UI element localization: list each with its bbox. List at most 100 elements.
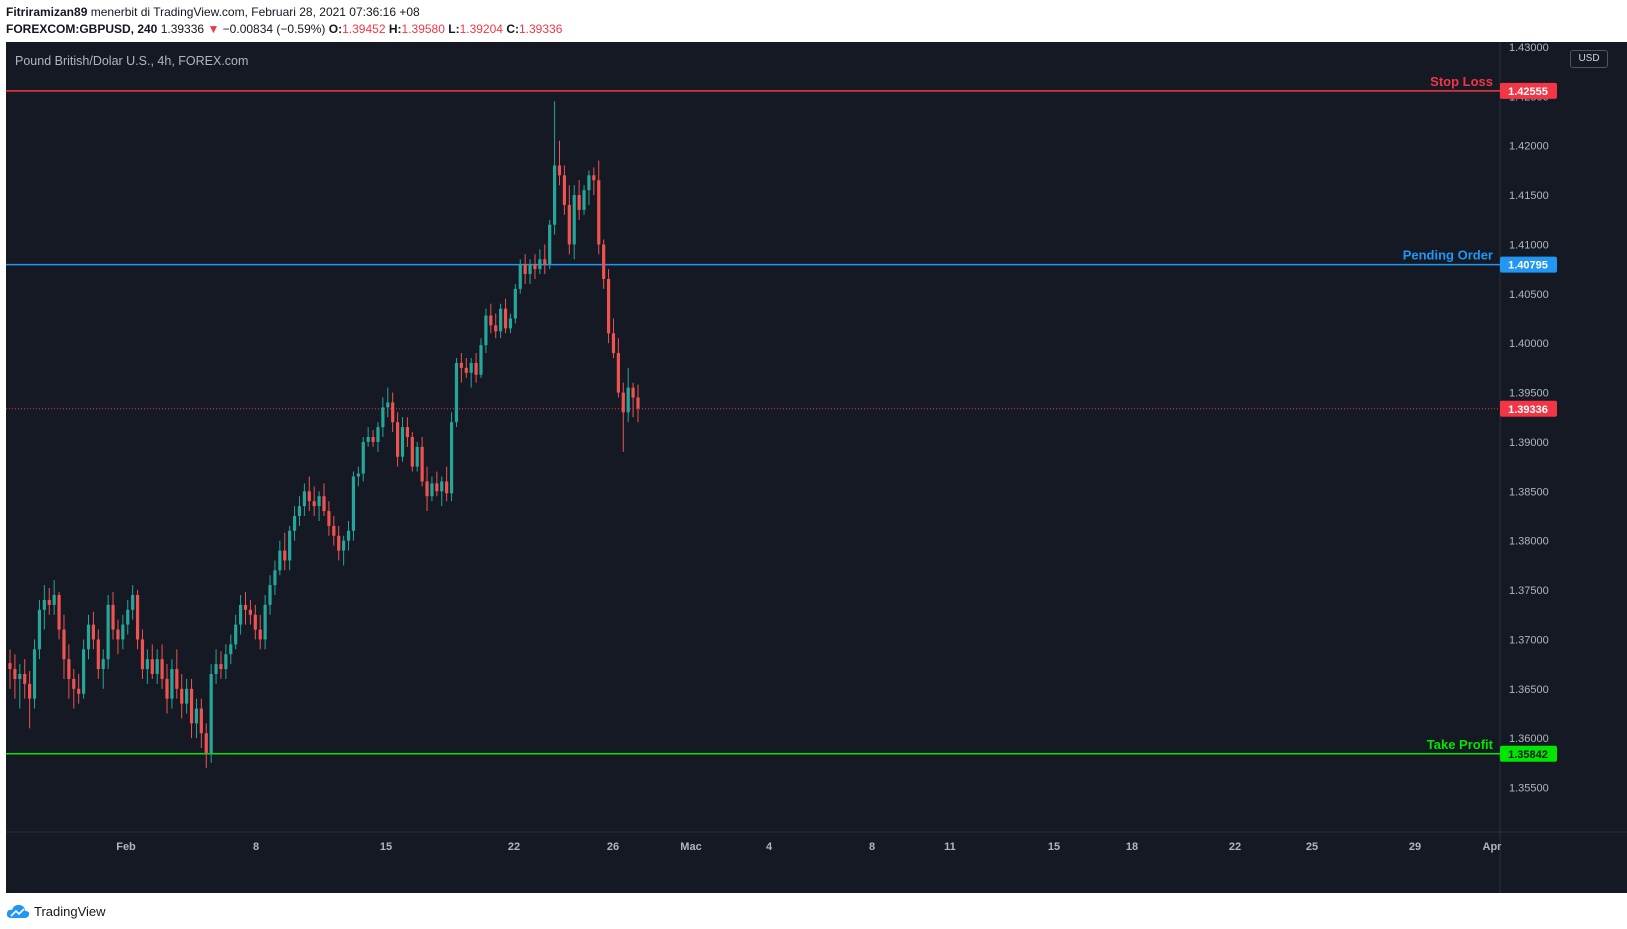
candle-body xyxy=(52,595,56,605)
tradingview-logo[interactable]: TradingView xyxy=(6,903,106,919)
candle-body xyxy=(415,446,419,467)
candle-body xyxy=(572,195,576,245)
y-tick-label: 1.39500 xyxy=(1509,388,1549,400)
author-name[interactable]: Fitriramizan89 xyxy=(6,5,88,19)
candle-body xyxy=(538,259,542,270)
candle-body xyxy=(258,629,262,640)
x-tick-label: 22 xyxy=(508,841,520,853)
x-tick-label: 26 xyxy=(607,841,619,853)
x-tick-label: 18 xyxy=(1126,841,1138,853)
candle-body xyxy=(459,362,463,368)
symbol-label: FOREXCOM:GBPUSD, 240 xyxy=(6,22,158,36)
candle-body xyxy=(292,516,297,531)
candle-body xyxy=(297,506,302,516)
brand-text: TradingView xyxy=(34,903,106,919)
x-tick-label: 29 xyxy=(1409,841,1421,853)
candle-body xyxy=(283,550,287,561)
candle-body xyxy=(552,165,557,225)
candle-body xyxy=(312,501,316,507)
candle-body xyxy=(327,511,331,526)
candle-body xyxy=(474,362,478,375)
last-price: 1.39336 xyxy=(160,22,205,36)
candle-body xyxy=(204,733,208,753)
candle-body xyxy=(253,614,257,630)
candle-body xyxy=(189,688,194,724)
chart-frame[interactable]: 1.430001.425001.420001.415001.410001.405… xyxy=(6,42,1627,893)
candle-body xyxy=(346,530,351,541)
candle-body xyxy=(219,664,223,670)
y-tick-label: 1.35500 xyxy=(1509,783,1549,795)
candle-body xyxy=(23,674,27,684)
stop-loss-label: Stop Loss xyxy=(1430,74,1493,89)
candle-body xyxy=(395,422,400,457)
candle-body xyxy=(209,674,213,753)
down-arrow-icon: ▼ xyxy=(207,22,220,36)
candle-body xyxy=(376,427,380,442)
x-tick-label: Apr xyxy=(1483,841,1503,853)
candle-body xyxy=(337,535,341,551)
x-tick-label: 11 xyxy=(944,841,956,853)
currency-badge[interactable]: USD xyxy=(1570,50,1608,68)
candle-body xyxy=(557,165,562,176)
y-tick-label: 1.37000 xyxy=(1509,634,1549,646)
candle-body xyxy=(356,473,360,477)
candle-body xyxy=(175,669,179,689)
price-change: −0.00834 (−0.59%) xyxy=(222,22,326,36)
candle-body xyxy=(101,659,105,670)
y-tick-label: 1.42000 xyxy=(1509,141,1549,153)
header: Fitriramizan89 menerbit di TradingView.c… xyxy=(0,0,1627,42)
candle-body xyxy=(317,496,321,507)
candle-body xyxy=(111,604,115,630)
candle-body xyxy=(445,481,449,494)
candle-body xyxy=(523,264,527,275)
pending-order-price-text: 1.40795 xyxy=(1508,260,1548,272)
candle-body xyxy=(464,367,468,373)
candle-body xyxy=(626,387,630,413)
candle-body xyxy=(425,481,429,497)
candle-body xyxy=(116,629,120,640)
low-value: 1.39204 xyxy=(459,22,503,36)
y-tick-label: 1.41000 xyxy=(1509,239,1549,251)
symbol-description: Pound British/Dolar U.S., 4h, FOREX.com xyxy=(15,54,249,68)
candle-body xyxy=(28,683,32,699)
candle-body xyxy=(77,688,81,694)
x-tick-label: 22 xyxy=(1229,841,1241,853)
y-tick-label: 1.36500 xyxy=(1509,684,1549,696)
candle-body xyxy=(489,315,493,326)
last-price-badge xyxy=(1500,400,1557,417)
candle-body xyxy=(57,595,61,630)
y-tick-label: 1.41500 xyxy=(1509,190,1549,202)
candle-body xyxy=(268,585,272,605)
candle-body xyxy=(548,224,552,265)
footer: TradingView xyxy=(0,893,1627,929)
candle-body xyxy=(160,659,164,679)
published-text: menerbit di TradingView.com, Februari 28… xyxy=(90,5,420,19)
candlestick-chart[interactable]: 1.430001.425001.420001.415001.410001.405… xyxy=(6,42,1627,893)
y-tick-label: 1.43000 xyxy=(1509,42,1549,54)
y-tick-label: 1.40500 xyxy=(1509,289,1549,301)
candle-body xyxy=(503,308,508,329)
candle-body xyxy=(180,688,184,704)
candle-body xyxy=(621,392,625,413)
candle-body xyxy=(165,678,169,699)
candle-body xyxy=(47,599,51,605)
candle-body xyxy=(602,244,606,279)
candle-body xyxy=(131,595,135,610)
stop-loss-price-badge xyxy=(1500,82,1557,99)
candle-body xyxy=(106,604,110,660)
candle-body xyxy=(121,624,125,640)
candle-body xyxy=(263,604,267,640)
candle-body xyxy=(37,609,42,650)
candle-body xyxy=(410,437,414,467)
x-tick-label: 8 xyxy=(253,841,259,853)
candle-body xyxy=(494,325,498,332)
candle-body xyxy=(150,659,154,674)
y-tick-label: 1.38500 xyxy=(1509,486,1549,498)
candle-body xyxy=(273,570,277,586)
x-tick-label: 8 xyxy=(869,841,875,853)
candle-body xyxy=(631,387,635,398)
candle-body xyxy=(81,649,86,694)
close-label: C: xyxy=(506,22,519,36)
candle-body xyxy=(238,604,243,625)
candle-body xyxy=(386,402,390,408)
